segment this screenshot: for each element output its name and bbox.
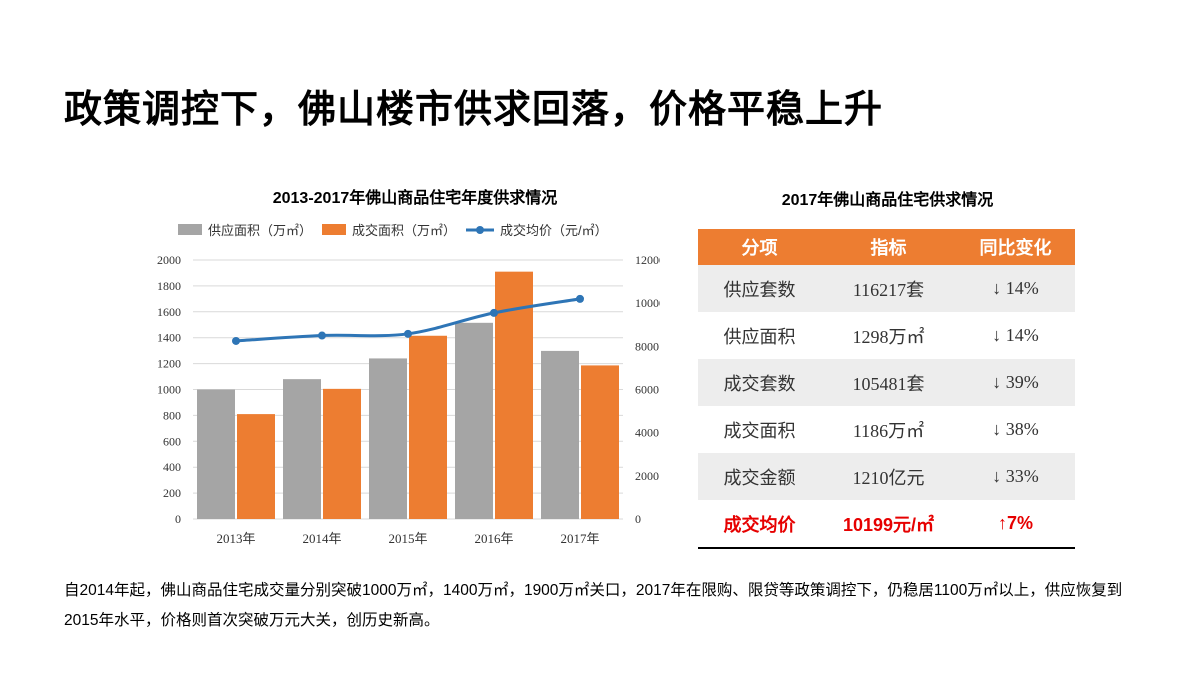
y-left-tick-label: 0 [175, 512, 181, 526]
y-right-tick-label: 4000 [635, 426, 659, 440]
y-left-tick-label: 600 [163, 434, 181, 448]
legend-label: 成交面积（万㎡） [352, 223, 456, 238]
summary-note: 自2014年起，佛山商品住宅成交量分别突破1000万㎡，1400万㎡，1900万… [64, 582, 1123, 629]
row-label: 成交套数 [698, 359, 821, 406]
y-left-tick-label: 2000 [157, 253, 181, 267]
y-left-tick-label: 1800 [157, 279, 181, 293]
y-right-tick-label: 12000 [635, 253, 660, 267]
row-value: 1210亿元 [821, 453, 956, 500]
x-tick-label: 2014年 [302, 531, 341, 546]
bar-deal [581, 365, 619, 519]
y-left-tick-label: 400 [163, 460, 181, 474]
row-change: ↓ 33% [956, 453, 1075, 500]
legend-swatch [476, 226, 484, 234]
y-left-tick-label: 800 [163, 408, 181, 422]
bar-supply [369, 358, 407, 519]
y-right-tick-label: 6000 [635, 383, 659, 397]
bar-deal [323, 388, 361, 519]
point-avg-price [490, 308, 498, 317]
row-change: ↓ 14% [992, 325, 1039, 345]
row-change: ↓ 38% [992, 419, 1039, 439]
bar-supply [541, 350, 579, 519]
row-change: ↑7% [956, 500, 1075, 549]
point-avg-price [318, 331, 326, 340]
x-tick-label: 2015年 [388, 531, 427, 546]
chart-title: 2013-2017年佛山商品住宅年度供求情况 [272, 190, 558, 207]
table-row: 供应套数 116217套 ↓ 14% [698, 265, 1075, 312]
row-change: ↓ 39% [956, 359, 1075, 406]
table-row: 供应面积 1298万㎡ ↓ 14% [698, 312, 1075, 359]
bar-deal [409, 335, 447, 519]
table-title: 2017年佛山商品住宅供求情况 [781, 192, 994, 209]
y-left-tick-label: 200 [163, 486, 181, 500]
bar-supply [455, 322, 493, 519]
row-value: 10199元/㎡ [821, 500, 956, 549]
row-label: 成交金额 [698, 453, 821, 500]
y-right-tick-label: 8000 [635, 339, 659, 353]
table-row-highlight: 成交均价 10199元/㎡ ↑7% [698, 500, 1075, 549]
row-change: ↓ 14% [956, 265, 1075, 312]
point-avg-price [576, 294, 584, 303]
header-indicator: 指标 [821, 229, 956, 265]
row-value: 116217套 [821, 265, 956, 312]
y-right-tick-label: 2000 [635, 469, 659, 483]
row-label: 成交均价 [698, 500, 821, 549]
table-row: 成交面积 1186万㎡ ↓ 38% [698, 406, 1075, 453]
y-right-tick-label: 0 [635, 512, 641, 526]
table-row: 成交套数 105481套 ↓ 39% [698, 359, 1075, 406]
x-tick-label: 2017年 [560, 531, 599, 546]
row-label: 供应面积 [723, 326, 796, 347]
bar-supply [283, 379, 321, 519]
x-tick-label: 2013年 [216, 531, 255, 546]
row-value: 105481套 [821, 359, 956, 406]
row-label: 供应套数 [698, 265, 821, 312]
bar-deal [237, 414, 275, 519]
table-row: 成交金额 1210亿元 ↓ 33% [698, 453, 1075, 500]
y-left-tick-label: 1200 [157, 357, 181, 371]
legend-swatch [322, 224, 346, 235]
row-value: 1298万㎡ [852, 326, 925, 347]
y-right-tick-label: 10000 [635, 296, 660, 310]
y-left-tick-label: 1400 [157, 331, 181, 345]
supply-demand-table: 分项 指标 同比变化 供应套数 116217套 ↓ 14% 供应面积 1298万… [698, 229, 1075, 549]
row-value: 1186万㎡ [852, 420, 925, 441]
point-avg-price [232, 336, 240, 345]
table-header-row: 分项 指标 同比变化 [698, 229, 1075, 265]
legend-label: 成交均价（元/㎡） [500, 223, 608, 238]
legend-label: 供应面积（万㎡） [208, 223, 312, 238]
point-avg-price [404, 329, 412, 338]
x-tick-label: 2016年 [474, 531, 513, 546]
supply-demand-chart: 0 200 400 600 800 1000 1200 1400 1600 1800 2000 0 20… [157, 223, 660, 546]
row-label: 成交面积 [723, 420, 796, 441]
header-yoy-change: 同比变化 [956, 229, 1075, 265]
page-title: 政策调控下，佛山楼市供求回落，价格平稳上升 [64, 89, 884, 131]
bar-supply [197, 389, 235, 519]
y-left-tick-label: 1600 [157, 305, 181, 319]
header-category: 分项 [698, 229, 821, 265]
legend-swatch [178, 224, 202, 235]
y-left-tick-label: 1000 [157, 383, 181, 397]
